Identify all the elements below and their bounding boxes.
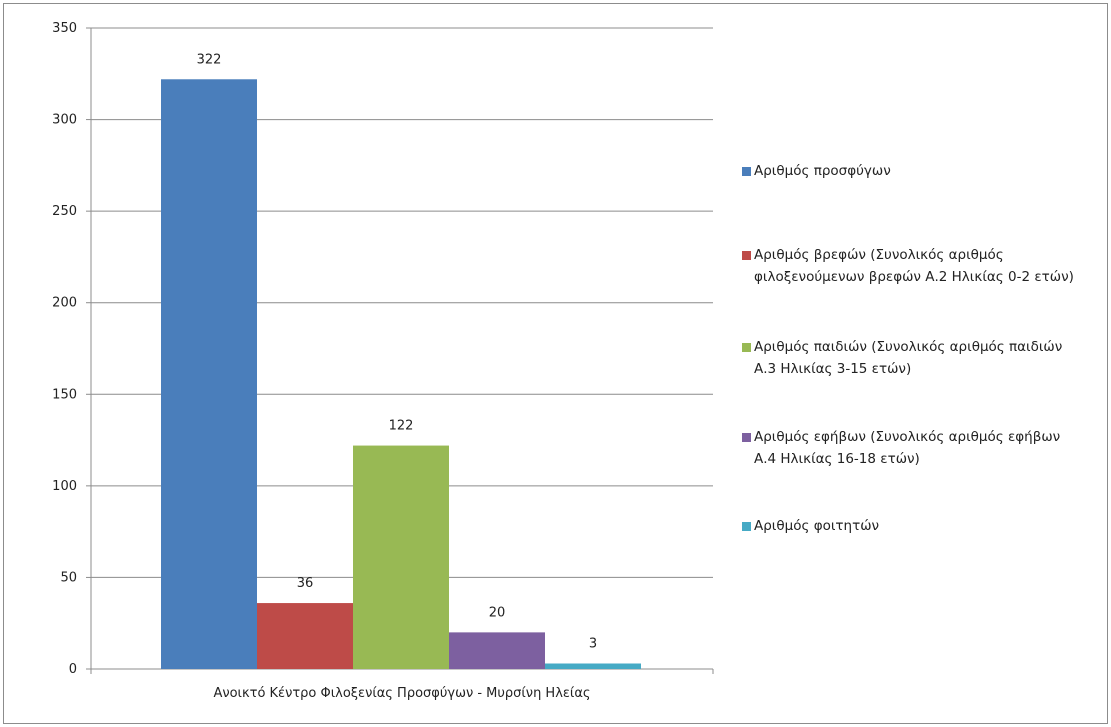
legend-item-refugees: Αριθμός προσφύγων bbox=[742, 162, 1084, 182]
data-label-refugees: 322 bbox=[197, 52, 222, 67]
legend-item-teens: Αριθμός εφήβων (Συνολικός αριθμός εφήβων… bbox=[742, 428, 1084, 470]
data-label-children: 122 bbox=[389, 419, 414, 434]
legend-swatch-teens bbox=[742, 433, 751, 442]
legend-label-teens: Αριθμός εφήβων (Συνολικός αριθμός εφήβων… bbox=[754, 429, 1061, 467]
legend-swatch-refugees bbox=[742, 167, 751, 176]
bar-teens bbox=[449, 632, 545, 669]
chart-frame: 0 50 100 150 200 250 300 350 322 36 122 20 3 Ανοικτό … bbox=[3, 3, 1108, 724]
bar-chart: 0 50 100 150 200 250 300 350 322 36 122 20 3 Ανοικτό … bbox=[52, 21, 714, 701]
data-label-teens: 20 bbox=[489, 605, 506, 620]
legend-label-infants: Αριθμός βρεφών (Συνολικός αριθμός φιλοξε… bbox=[754, 247, 1074, 285]
legend-swatch-infants bbox=[742, 251, 751, 260]
y-tick-label-200: 200 bbox=[52, 296, 77, 311]
y-tick-label-350: 350 bbox=[52, 21, 77, 36]
legend-label-refugees: Αριθμός προσφύγων bbox=[754, 163, 891, 179]
y-tick-label-150: 150 bbox=[52, 387, 77, 402]
legend-swatch-children bbox=[742, 343, 751, 352]
bar-refugees bbox=[161, 79, 257, 669]
y-tick-label-250: 250 bbox=[52, 204, 77, 219]
bar-infants bbox=[257, 603, 353, 669]
bar-students bbox=[545, 663, 641, 669]
y-tick-label-0: 0 bbox=[69, 662, 77, 677]
legend-item-children: Αριθμός παιδιών (Συνολικός αριθμός παιδι… bbox=[742, 338, 1084, 380]
legend-item-students: Αριθμός φοιτητών bbox=[742, 517, 1084, 537]
legend-label-children: Αριθμός παιδιών (Συνολικός αριθμός παιδι… bbox=[754, 339, 1063, 377]
data-label-infants: 36 bbox=[297, 576, 314, 591]
legend-swatch-students bbox=[742, 522, 751, 531]
y-tick-label-100: 100 bbox=[52, 479, 77, 494]
y-tick-label-300: 300 bbox=[52, 113, 77, 128]
legend-item-infants: Αριθμός βρεφών (Συνολικός αριθμός φιλοξε… bbox=[742, 246, 1084, 288]
y-tick-label-50: 50 bbox=[60, 570, 77, 585]
legend-label-students: Αριθμός φοιτητών bbox=[754, 518, 880, 534]
data-label-students: 3 bbox=[589, 637, 597, 652]
x-category-label: Ανοικτό Κέντρο Φιλοξενίας Προσφύγων - Μυ… bbox=[213, 686, 590, 701]
bar-children bbox=[353, 445, 449, 669]
